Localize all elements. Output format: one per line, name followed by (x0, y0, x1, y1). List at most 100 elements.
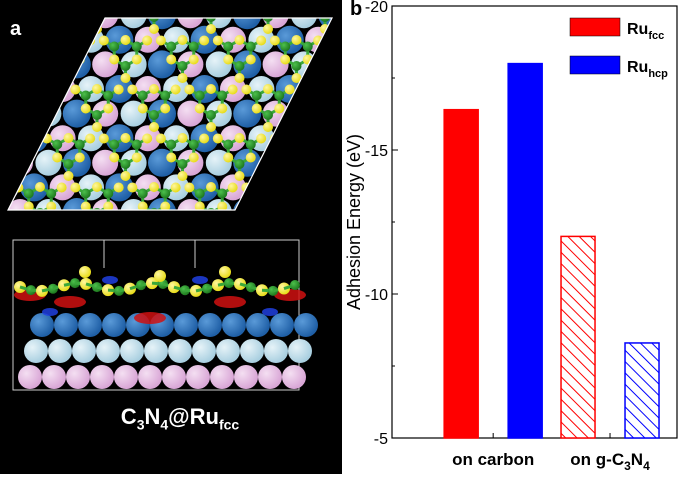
carbon-atom (292, 257, 302, 267)
carbon-atom (160, 189, 170, 199)
ru-atom (291, 150, 317, 176)
ru-atom-side (42, 365, 66, 389)
bond (57, 60, 68, 67)
carbon-atom (75, 140, 85, 150)
carbon-atom (235, 257, 245, 267)
bond (268, 11, 279, 18)
ru-atom (220, 0, 246, 4)
ru-atom (0, 224, 19, 250)
nitrogen-atom (331, 104, 341, 114)
charge-density (54, 296, 86, 308)
carbon-atom (189, 238, 199, 248)
carbon-atom (64, 159, 74, 169)
carbon-atom (138, 0, 148, 3)
nitrogen-atom (331, 202, 341, 212)
carbon-atom (121, 257, 131, 267)
nitrogen-atom (70, 183, 80, 193)
nitrogen-atom (114, 183, 124, 193)
ru-atom (248, 174, 274, 200)
bond (257, 187, 268, 194)
carbon-atom (320, 12, 330, 22)
carbon-atom (292, 61, 302, 71)
ru-atom-side (198, 313, 222, 337)
ru-atom (35, 101, 61, 127)
ru-atom-side (186, 365, 210, 389)
nitrogen-atom (171, 85, 181, 95)
carbon-atom (189, 42, 199, 52)
bond (314, 11, 325, 18)
nitrogen-atom (92, 220, 102, 230)
bond (40, 109, 51, 116)
ru-atom-side (222, 313, 246, 337)
bond (80, 41, 90, 47)
nitrogen-atom (103, 6, 113, 16)
nitrogen-atom (280, 251, 290, 261)
nitrogen-atom (132, 55, 142, 65)
nitrogen-atom (217, 6, 227, 16)
ru-atom-side (102, 313, 126, 337)
bond (303, 188, 313, 194)
nitrogen-atom (235, 171, 245, 181)
bond (183, 236, 194, 243)
bond (69, 236, 80, 243)
bond (211, 11, 222, 18)
nitrogen-atom (92, 24, 102, 34)
nitrogen-atom (213, 36, 223, 46)
carbon-atom (18, 238, 28, 248)
bond (297, 158, 308, 165)
carbon-atom (109, 140, 119, 150)
ru-atom-side (270, 313, 294, 337)
carbon-atom (0, 238, 5, 248)
nitrogen-atom (46, 104, 56, 114)
nitrogen-atom (246, 251, 256, 261)
nitrogen-atom (280, 153, 290, 163)
bond (69, 60, 80, 67)
nitrogen-atom (320, 122, 330, 132)
nitrogen-atom (24, 104, 34, 114)
carbon-atom (274, 189, 284, 199)
nitrogen-atom (166, 251, 176, 261)
bond (12, 138, 23, 145)
nitrogen-atom (13, 183, 23, 193)
nitrogen-atom (327, 36, 337, 46)
nitrogen-atom (160, 104, 170, 114)
ru-atom-side (210, 365, 234, 389)
carbon-atom (217, 189, 227, 199)
bond (0, 188, 5, 194)
legend-label: Ruhcp (627, 59, 668, 80)
nitrogen-atom (292, 35, 302, 45)
nitrogen-atom (228, 183, 238, 193)
carbon-atom (309, 189, 319, 199)
nitrogen-atom (309, 202, 319, 212)
x-category-label: on carbon (452, 450, 534, 469)
nitrogen-atom (57, 85, 67, 95)
nitrogen-atom (81, 104, 91, 114)
nitrogen-atom (64, 133, 74, 143)
ru-atom-side (96, 339, 120, 363)
bond (154, 11, 165, 18)
bond (240, 236, 251, 243)
ru-atom (318, 198, 342, 226)
bond (29, 89, 40, 96)
nitrogen-atom (0, 251, 5, 261)
bond (12, 158, 23, 165)
nitrogen-atom (166, 55, 176, 65)
ru-atom-side (192, 339, 216, 363)
carbon-atom (331, 189, 341, 199)
ru-atom (276, 0, 304, 5)
nitrogen-atom (18, 153, 28, 163)
ru-atom (305, 0, 331, 4)
carbon-atom (252, 189, 262, 199)
ru-atom-side (264, 339, 288, 363)
ru-atom (263, 150, 289, 176)
carbon-atom (206, 12, 216, 22)
nitrogen-atom (327, 232, 337, 242)
carbon-atom (52, 238, 62, 248)
ru-atom (291, 2, 317, 28)
nitrogen-atom (223, 153, 233, 163)
ru-atom-side (168, 339, 192, 363)
ru-atom (50, 224, 76, 250)
carbon-atom (132, 140, 142, 150)
bond (332, 237, 342, 243)
